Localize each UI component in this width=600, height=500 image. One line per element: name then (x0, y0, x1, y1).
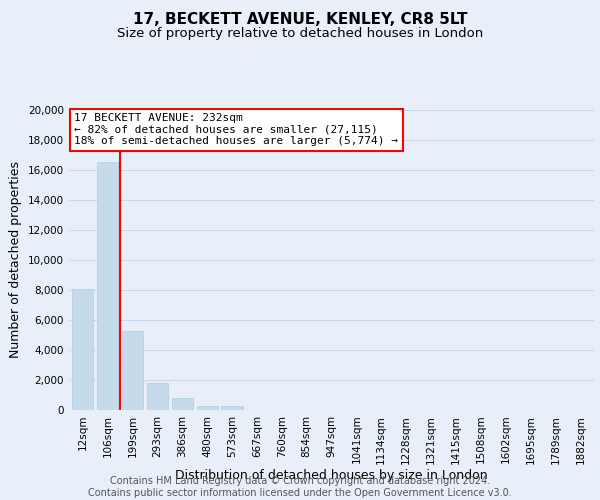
Text: 17, BECKETT AVENUE, KENLEY, CR8 5LT: 17, BECKETT AVENUE, KENLEY, CR8 5LT (133, 12, 467, 28)
Bar (147, 383, 168, 410)
Bar (221, 406, 242, 410)
Text: 17 BECKETT AVENUE: 232sqm
← 82% of detached houses are smaller (27,115)
18% of s: 17 BECKETT AVENUE: 232sqm ← 82% of detac… (74, 113, 398, 146)
Bar (122, 330, 143, 410)
Text: Contains HM Land Registry data © Crown copyright and database right 2024.
Contai: Contains HM Land Registry data © Crown c… (88, 476, 512, 498)
Bar (172, 398, 193, 410)
Bar (72, 288, 93, 410)
Bar (97, 162, 118, 410)
Text: Size of property relative to detached houses in London: Size of property relative to detached ho… (117, 28, 483, 40)
Bar (197, 406, 218, 410)
Y-axis label: Number of detached properties: Number of detached properties (10, 162, 22, 358)
X-axis label: Distribution of detached houses by size in London: Distribution of detached houses by size … (175, 469, 488, 482)
